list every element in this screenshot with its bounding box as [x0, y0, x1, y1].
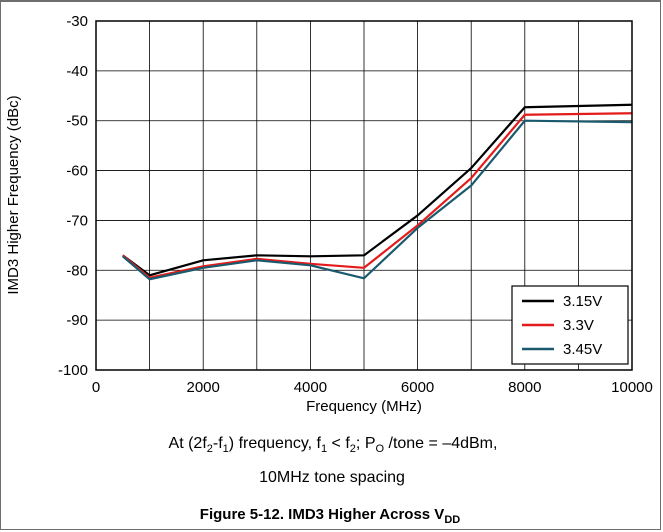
x-tick-label: 2000 — [187, 379, 220, 396]
y-tick-label: -80 — [66, 262, 88, 279]
plot-border — [95, 20, 633, 371]
series-line — [122, 119, 633, 281]
x-tick-label: 8000 — [508, 379, 541, 396]
legend: 3.15V 3.3V 3.45V — [511, 285, 629, 365]
y-tick-label: -60 — [66, 163, 88, 180]
x-tick-label: 6000 — [401, 379, 434, 396]
figure-title: Figure 5-12. IMD3 Higher Across VDD — [200, 506, 460, 526]
series-lines — [122, 103, 633, 281]
y-axis-label: IMD3 Higher Frequency (dBc) — [5, 95, 22, 294]
legend-label: 3.45V — [563, 341, 602, 358]
series-line — [122, 112, 633, 279]
y-tick-label: -90 — [66, 312, 88, 329]
tick-labels: 0 2000 4000 6000 8000 10000 -30 -40 -50 -60 -70 -80… — [58, 13, 653, 396]
y-tick-label: -40 — [66, 63, 88, 80]
caption-line-2: 10MHz tone spacing — [259, 469, 405, 486]
legend-label: 3.3V — [563, 317, 594, 334]
y-tick-label: -70 — [66, 212, 88, 229]
caption-line-1: At (2f2-f1) frequency, f1 < f2; PO /tone… — [169, 435, 498, 455]
x-tick-label: 10000 — [611, 379, 653, 396]
y-tick-label: -100 — [58, 362, 88, 379]
x-tick-label: 4000 — [294, 379, 327, 396]
series-line — [122, 103, 633, 277]
legend-label: 3.15V — [563, 293, 602, 310]
y-tick-label: -30 — [66, 13, 88, 30]
y-tick-label: -50 — [66, 113, 88, 130]
x-axis-label: Frequency (MHz) — [306, 398, 422, 415]
x-tick-label: 0 — [92, 379, 100, 396]
